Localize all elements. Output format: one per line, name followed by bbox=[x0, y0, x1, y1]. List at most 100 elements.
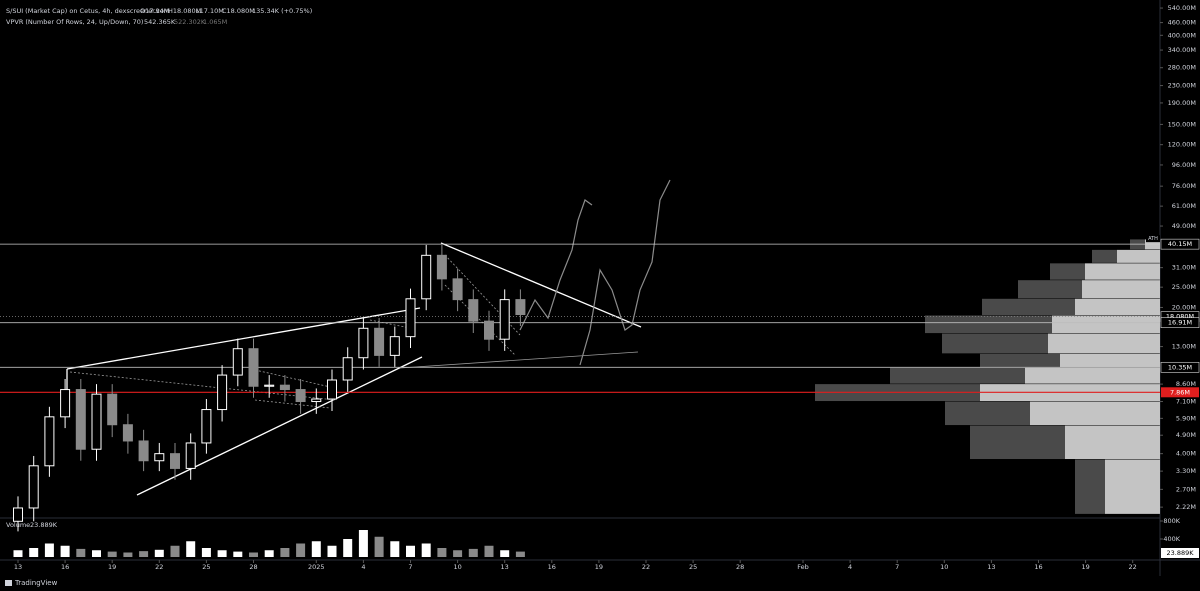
x-tick-label: 16 bbox=[1034, 563, 1042, 571]
y-tick-label: 8.60M bbox=[1176, 380, 1196, 388]
x-tick-label: 28 bbox=[249, 563, 257, 571]
candle-body bbox=[342, 357, 353, 381]
volume-bar bbox=[123, 552, 133, 557]
candle-body bbox=[374, 327, 385, 356]
y-tick-label: 5.90M bbox=[1176, 414, 1196, 422]
level-label: 16.91M bbox=[1168, 319, 1192, 327]
trend-line bbox=[399, 351, 639, 369]
indicator-value: 542.365K bbox=[144, 18, 176, 26]
profile-down bbox=[945, 401, 1030, 426]
x-tick-label: 19 bbox=[595, 563, 603, 571]
profile-up bbox=[1085, 263, 1160, 280]
candle-body bbox=[91, 393, 102, 450]
trend-line bbox=[254, 369, 336, 389]
y-tick-label: 400K bbox=[1163, 535, 1180, 543]
x-tick-label: 22 bbox=[1129, 563, 1137, 571]
volume-bar bbox=[13, 550, 23, 557]
ohlc-open: O17.94M bbox=[140, 7, 169, 15]
level-label-box bbox=[1161, 387, 1199, 398]
candle-body bbox=[60, 389, 71, 418]
volume-bar bbox=[406, 545, 415, 557]
candle-body bbox=[217, 374, 228, 411]
x-tick-label: 13 bbox=[14, 563, 22, 571]
x-tick-label: 10 bbox=[940, 563, 948, 571]
ohlc-low: L17.10M bbox=[196, 7, 224, 15]
candle-body bbox=[138, 440, 149, 462]
level-tag-box bbox=[1146, 235, 1160, 243]
candle-body bbox=[389, 336, 400, 356]
profile-up bbox=[1065, 425, 1160, 460]
volume-bar bbox=[343, 539, 353, 557]
ohlc-change: 135.34K (+0.75%) bbox=[252, 7, 312, 15]
x-tick-label: 25 bbox=[689, 563, 697, 571]
trend-line bbox=[69, 371, 336, 401]
volume-bar bbox=[60, 545, 70, 557]
indicator-name: VPVR (Number Of Rows, 24, Up/Down, 70) bbox=[6, 18, 143, 26]
x-tick-label: 10 bbox=[453, 563, 461, 571]
y-tick-label: 2.70M bbox=[1176, 485, 1196, 493]
profile-down bbox=[890, 367, 1025, 384]
volume-bar bbox=[233, 551, 243, 557]
candle-body bbox=[201, 409, 212, 444]
y-tick-label: 7.10M bbox=[1176, 398, 1196, 406]
profile-up bbox=[1082, 280, 1160, 299]
profile-up bbox=[1025, 367, 1160, 384]
profile-up bbox=[1075, 298, 1160, 316]
y-tick-label: 4.00M bbox=[1176, 450, 1196, 458]
candle-body bbox=[452, 278, 463, 301]
candle-body bbox=[185, 442, 196, 469]
candle-body bbox=[436, 254, 447, 280]
profile-up bbox=[1117, 249, 1160, 263]
volume-last: 23.889K bbox=[30, 521, 58, 529]
volume-bar bbox=[170, 545, 180, 557]
volume-label-box bbox=[1161, 548, 1199, 558]
volume-bar bbox=[437, 548, 447, 557]
y-tick-label: 3.30M bbox=[1176, 467, 1196, 475]
profile-down bbox=[942, 333, 1048, 354]
projection-path bbox=[519, 199, 593, 331]
y-tick-label: 20.00M bbox=[1172, 303, 1196, 311]
candle-body bbox=[484, 320, 494, 340]
x-tick-label: 7 bbox=[408, 563, 412, 571]
profile-down bbox=[925, 315, 1052, 334]
y-tick-label: 31.00M bbox=[1172, 264, 1196, 272]
trend-line bbox=[254, 399, 331, 409]
x-tick-label: 13 bbox=[501, 563, 509, 571]
x-tick-label: 25 bbox=[202, 563, 210, 571]
volume-bar bbox=[217, 550, 227, 557]
x-tick-label: 19 bbox=[108, 563, 116, 571]
profile-up bbox=[1030, 401, 1160, 426]
candle-body bbox=[75, 389, 86, 450]
profile-down bbox=[1075, 459, 1105, 514]
y-tick-label: 340.00M bbox=[1168, 46, 1196, 54]
y-tick-label: 150.00M bbox=[1168, 120, 1196, 128]
profile-up bbox=[1105, 459, 1160, 514]
x-tick-label: 4 bbox=[361, 563, 365, 571]
y-tick-label: 800K bbox=[1163, 517, 1180, 525]
volume-bar bbox=[421, 543, 431, 557]
y-tick-label: 120.00M bbox=[1168, 141, 1196, 149]
level-label-box bbox=[1160, 238, 1200, 250]
trend-lines bbox=[66, 242, 642, 496]
candle-body bbox=[327, 379, 337, 400]
volume-bar bbox=[92, 550, 101, 557]
profile-down bbox=[1018, 280, 1082, 299]
y-tick-label: 76.00M bbox=[1172, 182, 1196, 190]
candle-body bbox=[515, 299, 526, 316]
profile-down bbox=[1092, 249, 1117, 263]
candle-body bbox=[44, 416, 55, 467]
volume-bar bbox=[139, 551, 149, 557]
candle-body bbox=[232, 348, 243, 376]
ohlc-high: H18.080M bbox=[168, 7, 201, 15]
y-tick-label: 2.22M bbox=[1176, 503, 1196, 511]
brand: TradingView bbox=[5, 579, 58, 587]
candle-body bbox=[248, 348, 259, 387]
x-tick-label: 4 bbox=[848, 563, 852, 571]
volume-bar bbox=[154, 549, 164, 557]
indicator-value: 1.065M bbox=[203, 18, 227, 26]
level-label: 10.35M bbox=[1168, 363, 1192, 371]
candle-body bbox=[295, 389, 306, 403]
candle-body bbox=[107, 393, 118, 426]
